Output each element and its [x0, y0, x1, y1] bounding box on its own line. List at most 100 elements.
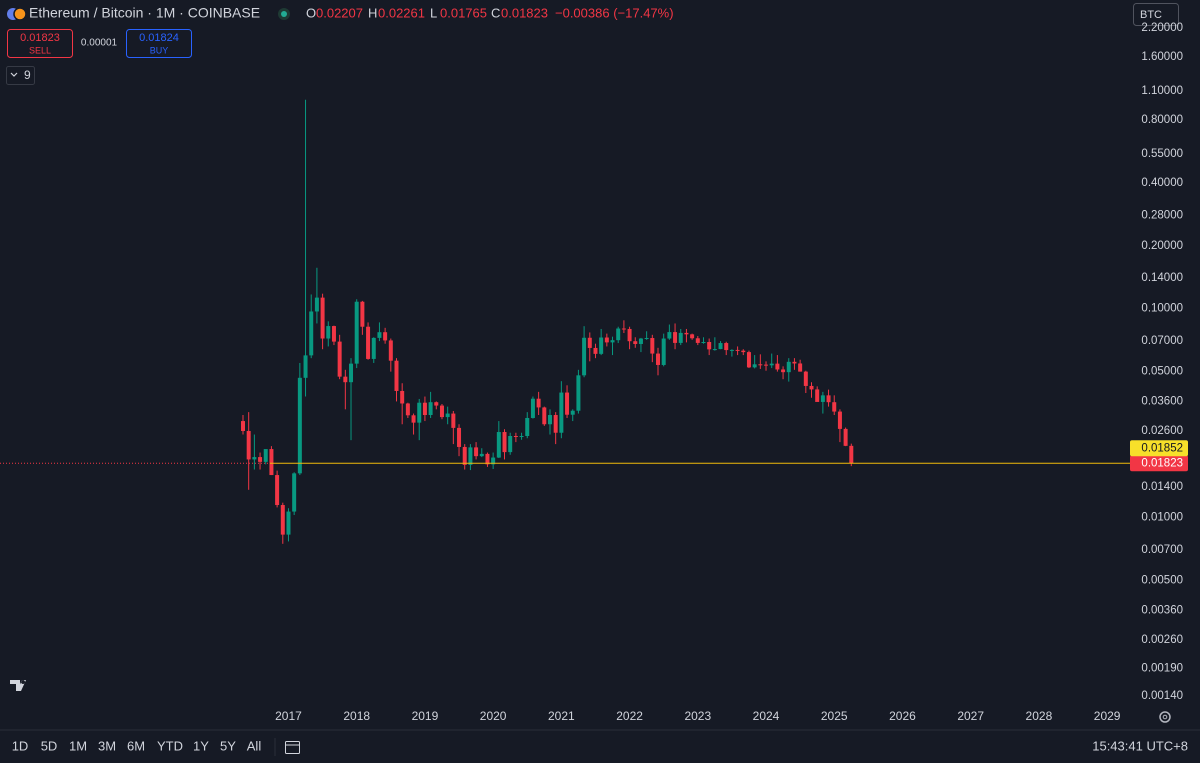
range-button[interactable]: All: [247, 738, 262, 753]
candle-body: [633, 341, 638, 344]
y-tick-label: 0.00700: [1141, 544, 1183, 556]
status-dot: [281, 11, 287, 17]
candle-body: [627, 328, 632, 342]
candle-body: [326, 326, 331, 339]
candle-body: [837, 411, 842, 429]
y-tick-label: 0.20000: [1141, 240, 1183, 252]
x-tick-label: 2021: [548, 709, 575, 723]
candle-body: [292, 473, 297, 512]
x-tick-label: 2025: [821, 709, 848, 723]
candle-body: [354, 301, 359, 364]
candle-body: [439, 405, 444, 418]
x-tick-label: 2027: [957, 709, 984, 723]
candle-body: [542, 407, 547, 425]
other-price-box: [1130, 440, 1188, 457]
candle-body: [843, 428, 848, 446]
candle-body: [309, 311, 314, 356]
candle-body: [491, 457, 496, 465]
candle-body: [457, 427, 462, 447]
candle-body: [428, 402, 433, 416]
spread: 0.00001: [81, 38, 118, 49]
candle-body: [638, 338, 643, 344]
range-button[interactable]: 1D: [12, 738, 29, 753]
candle-body: [519, 435, 524, 437]
candle-body: [445, 413, 450, 418]
y-tick-label: 0.05000: [1141, 366, 1183, 378]
candle-body: [815, 389, 820, 402]
range-button[interactable]: 5D: [41, 738, 58, 753]
range-button[interactable]: YTD: [157, 738, 183, 753]
other-price-label: 0.01852: [1141, 443, 1183, 455]
candle-body: [764, 364, 769, 366]
x-tick-label: 2024: [753, 709, 780, 723]
y-tick-label: 0.80000: [1141, 114, 1183, 126]
indicators-toggle[interactable]: [6, 66, 35, 85]
range-button[interactable]: 3M: [98, 738, 116, 753]
candle-body: [297, 377, 302, 474]
candle-body: [673, 332, 678, 343]
y-tick-label: 0.28000: [1141, 209, 1183, 221]
candle-body: [650, 338, 655, 354]
candle-body: [258, 457, 263, 462]
candle-body: [724, 343, 729, 351]
y-tick-label: 0.00500: [1141, 575, 1183, 587]
candle-body: [530, 398, 535, 418]
symbol-title[interactable]: Ethereum / Bitcoin · 1M · COINBASE: [29, 5, 260, 21]
candle-body: [786, 361, 791, 373]
candle-body: [360, 301, 365, 327]
range-button[interactable]: 6M: [127, 738, 145, 753]
ohlc-value: 0.01765: [440, 5, 487, 20]
candle-body: [661, 338, 666, 365]
candle-body: [269, 449, 274, 476]
x-tick-label: 2018: [343, 709, 370, 723]
candle-body: [280, 505, 285, 535]
candle-body: [565, 392, 570, 415]
candle-body: [582, 337, 587, 376]
currency-button[interactable]: [1133, 3, 1179, 26]
x-tick-label: 2019: [412, 709, 439, 723]
candle-body: [690, 334, 695, 339]
plot-area: 2.20000 1.60000 1.10000 0.80000 0.55000 0.400…: [0, 22, 1188, 723]
settings-icon[interactable]: [1159, 711, 1171, 723]
sell-button[interactable]: [7, 29, 73, 58]
candle-body: [621, 328, 626, 330]
candle-body: [337, 341, 342, 377]
sell-label: SELL: [29, 45, 51, 55]
ohlc-value: 0.02207: [316, 5, 363, 20]
candle-body: [451, 413, 456, 428]
buy-button[interactable]: [126, 29, 192, 58]
candle-body: [383, 332, 388, 341]
candle-body: [667, 332, 672, 339]
candle-body: [758, 364, 763, 366]
tv-logo: [10, 680, 26, 691]
chevron: [10, 72, 18, 77]
range-button[interactable]: 1M: [69, 738, 87, 753]
candle-body: [513, 435, 518, 437]
y-tick-label: 0.00360: [1141, 604, 1183, 616]
candle-body: [485, 453, 490, 465]
candle-body: [286, 511, 291, 535]
candle-body: [576, 375, 581, 411]
range-button[interactable]: 1Y: [193, 738, 209, 753]
x-tick-label: 2020: [480, 709, 507, 723]
candle-body: [781, 369, 786, 373]
candle-body: [405, 403, 410, 416]
candle-body: [417, 402, 422, 423]
range-button[interactable]: 5Y: [220, 738, 236, 753]
y-tick-label: 0.02600: [1141, 425, 1183, 437]
goto-date-icon[interactable]: [285, 741, 300, 754]
candle-body: [536, 398, 541, 408]
y-tick-label: 1.60000: [1141, 51, 1183, 63]
candle-body: [718, 343, 723, 350]
ohlc-value: 0.02261: [378, 5, 425, 20]
candle-body: [252, 457, 257, 460]
candle-body: [314, 297, 319, 312]
candle-body: [656, 353, 661, 365]
y-tick-label: 0.10000: [1141, 303, 1183, 315]
candle-body: [775, 363, 780, 370]
candle-body: [377, 332, 382, 338]
candle-body: [616, 328, 621, 341]
candle-body: [349, 363, 354, 383]
